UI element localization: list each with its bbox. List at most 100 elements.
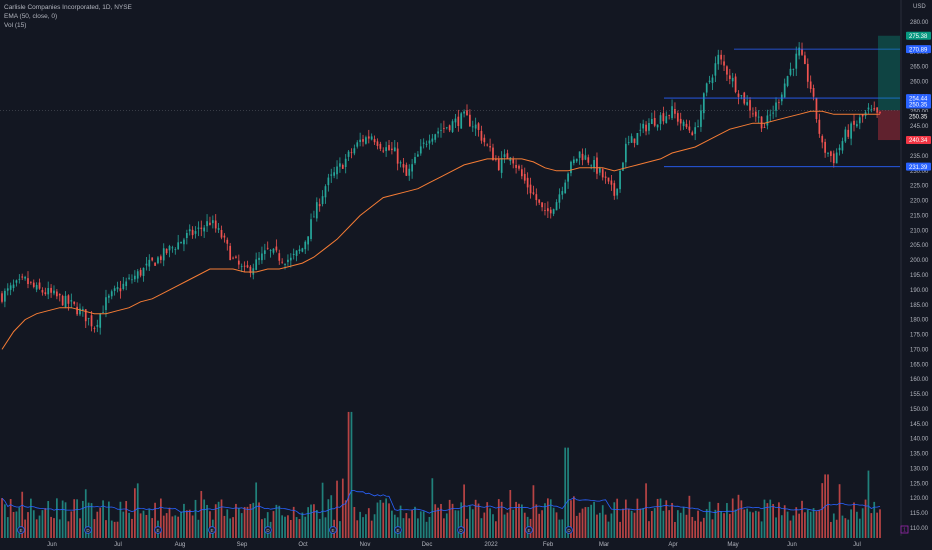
candle-body — [32, 282, 35, 287]
volume-bar — [96, 511, 99, 538]
candle-body — [451, 121, 454, 132]
candle-body — [258, 257, 260, 260]
candle-body — [243, 265, 246, 267]
volume-bar — [474, 499, 477, 538]
candle-body — [414, 157, 416, 164]
candle-body — [674, 108, 676, 114]
candle-body — [555, 202, 558, 211]
price-tag: 240.34 — [906, 136, 931, 144]
candle-body — [593, 160, 595, 168]
volume-bar — [789, 520, 792, 538]
candle-body — [313, 216, 315, 218]
candle-body — [702, 93, 705, 114]
candle-body — [616, 188, 619, 196]
volume-bar — [850, 509, 852, 538]
candle-body — [483, 137, 486, 143]
candle-body — [393, 147, 396, 152]
candle-body — [235, 256, 237, 258]
candle-body — [341, 164, 344, 169]
volume-bar — [495, 521, 497, 538]
ema-indicator-label[interactable]: EMA (50, close, 0) — [4, 13, 58, 20]
price-tag-box — [906, 136, 931, 145]
time-tick-label: Jul — [853, 542, 861, 548]
volume-bar — [596, 514, 598, 538]
candle-body — [177, 242, 180, 250]
volume-bar — [151, 518, 154, 538]
volume-bar — [122, 511, 125, 538]
candle-body — [168, 246, 171, 251]
price-tag-label: 270.89 — [909, 47, 928, 53]
price-tick-label: 170.00 — [910, 347, 929, 353]
candle-body — [841, 141, 844, 151]
candle-body — [284, 263, 286, 265]
candle-body — [191, 229, 194, 236]
volume-bar — [301, 512, 304, 538]
volume-bar — [295, 517, 298, 538]
volume-bar — [682, 506, 685, 538]
volume-bar — [133, 488, 136, 538]
volume-bar — [720, 511, 723, 538]
candle-body — [445, 127, 448, 129]
candle-body — [148, 259, 151, 267]
volume-bar — [113, 521, 116, 538]
volume-bar — [197, 519, 200, 538]
volume-bar — [469, 506, 471, 538]
volume-bar — [128, 512, 130, 538]
volume-bar — [561, 519, 564, 538]
volume-bar — [492, 514, 494, 538]
candle-body — [650, 119, 653, 124]
volume-bar — [116, 521, 119, 538]
candle-body — [321, 196, 324, 205]
candle-body — [266, 247, 269, 249]
candle-body — [157, 257, 159, 264]
volume-bar — [610, 513, 613, 538]
candle-body — [356, 142, 359, 147]
candle-body — [552, 209, 555, 214]
candle-body — [249, 266, 252, 273]
candle-body — [584, 155, 587, 160]
volume-bar — [489, 508, 491, 538]
volume-bar — [711, 519, 714, 538]
volume-indicator-label[interactable]: Vol (15) — [4, 22, 27, 29]
volume-bar — [154, 502, 156, 538]
candle-body — [61, 295, 64, 306]
volume-bar — [437, 507, 439, 538]
symbol-title[interactable]: Carlisle Companies Incorporated, 1D, NYS… — [4, 4, 132, 11]
candle-body — [391, 148, 393, 151]
event-marker-label: E — [156, 528, 159, 533]
volume-bar — [171, 516, 174, 538]
volume-bar — [624, 499, 627, 538]
volume-bar — [659, 498, 662, 538]
candle-body — [183, 239, 185, 245]
candle-body — [867, 107, 870, 110]
volume-bar — [694, 520, 697, 538]
candle-body — [850, 123, 852, 139]
candle-body — [861, 114, 864, 117]
volume-bar — [639, 508, 642, 538]
candle-body — [116, 287, 119, 290]
candle-body — [203, 227, 206, 232]
volume-bar — [572, 496, 575, 538]
candle-body — [538, 199, 541, 203]
candle-body — [318, 204, 321, 207]
volume-bar — [856, 511, 858, 538]
volume-bar — [422, 511, 425, 538]
candle-body — [58, 294, 61, 296]
volume-bar — [812, 508, 815, 538]
candle-body — [821, 136, 824, 143]
candle-body — [128, 277, 130, 279]
candle-body — [824, 141, 826, 153]
volume-bar — [500, 501, 503, 538]
candle-body — [581, 153, 584, 161]
price-tick-label: 225.00 — [910, 184, 929, 190]
volume-bar — [451, 503, 454, 538]
candle-body — [668, 115, 671, 117]
price-tick-label: 180.00 — [910, 318, 929, 324]
volume-bar — [434, 504, 437, 538]
timezone-marker-icon — [900, 525, 909, 534]
event-marker-label: E — [331, 528, 334, 533]
candle-body — [240, 266, 243, 267]
volume-bar — [266, 512, 269, 538]
